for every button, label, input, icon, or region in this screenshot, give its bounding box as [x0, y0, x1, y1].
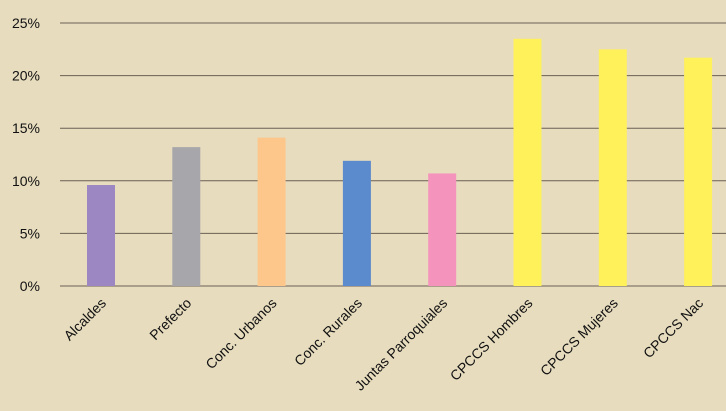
x-axis-labels: Alcaldes Prefecto Conc. Urbanos Conc. Rural…: [60, 295, 706, 394]
bar-layer: [87, 38, 713, 286]
y-tick-label: 10%: [12, 173, 40, 189]
bar: [257, 137, 286, 286]
x-category-label: Conc. Urbanos: [202, 295, 279, 372]
x-category-label: Alcaldes: [60, 295, 109, 344]
y-tick-label: 15%: [12, 120, 40, 136]
x-category-label: CPCCS Nac: [640, 295, 706, 361]
x-category-label: CPCCS Hombres: [447, 295, 536, 384]
y-tick-label: 0%: [20, 278, 40, 294]
y-axis-ticks: 0% 5% 10% 15% 20% 25%: [12, 15, 40, 294]
x-category-label: CPCCS Mujeres: [537, 295, 621, 379]
y-tick-label: 5%: [20, 225, 40, 241]
x-category-label: Juntas Parroquiales: [352, 295, 451, 394]
bar: [172, 147, 201, 286]
x-category-label: Prefecto: [146, 295, 194, 343]
bar: [342, 160, 371, 286]
y-tick-label: 20%: [12, 68, 40, 84]
bar: [684, 57, 713, 286]
y-tick-label: 25%: [12, 15, 40, 31]
bar: [598, 49, 627, 286]
bar: [428, 173, 457, 286]
bar: [87, 185, 115, 286]
bar: [513, 38, 542, 286]
x-category-label: Conc. Rurales: [291, 295, 365, 369]
